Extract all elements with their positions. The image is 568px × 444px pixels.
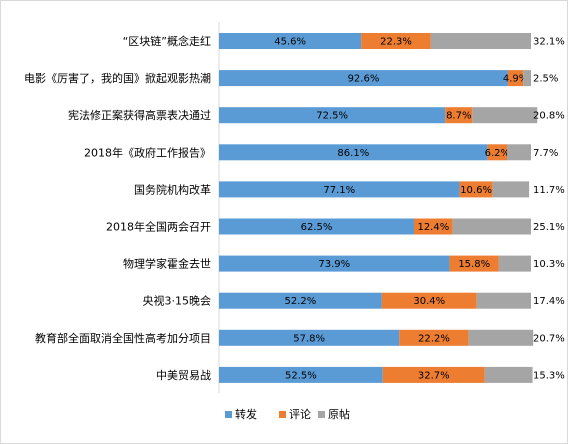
bar-segment (381, 292, 477, 309)
data-label: 2.5% (533, 74, 558, 85)
bar-segment (506, 144, 531, 161)
data-label: 20.8% (533, 111, 565, 122)
bar-segment (219, 144, 488, 161)
bar-segment (414, 218, 453, 235)
bar-segment (361, 33, 431, 49)
data-label: 4.9% (503, 74, 528, 85)
data-label: 25.1% (533, 222, 565, 233)
data-label: 52.2% (285, 296, 317, 307)
bar-segment (219, 366, 383, 383)
legend-label: 原帖 (328, 408, 350, 421)
bar-segment (484, 366, 533, 383)
data-label: 72.5% (316, 111, 348, 122)
bar-segment (219, 33, 362, 49)
bar-segment (459, 181, 493, 198)
data-label: 22.2% (418, 333, 450, 344)
legend-swatch (279, 411, 286, 418)
data-label: 15.3% (533, 370, 565, 381)
data-label: 32.7% (418, 370, 450, 381)
bar-segment (523, 70, 531, 87)
data-label: 12.4% (417, 222, 449, 233)
data-label: 77.1% (323, 185, 355, 196)
legend-swatch (225, 411, 232, 418)
bar-segment (219, 255, 450, 272)
category-label: 教育部全面取消全国性高考加分项目 (35, 331, 211, 345)
legend-label: 评论 (289, 407, 311, 421)
data-label: 17.4% (533, 296, 565, 307)
bar-segment (472, 107, 538, 124)
category-label: 宪法修正案获得高票表决通过 (68, 108, 211, 122)
category-label: 中美贸易战 (156, 369, 211, 382)
bar-segment (430, 33, 531, 49)
data-label: 7.7% (533, 148, 558, 159)
category-label: 电影《厉害了，我的国》掀起观影热潮 (24, 71, 211, 85)
bar-segment (445, 107, 473, 124)
bar-segment (219, 218, 414, 235)
data-label: 15.8% (458, 259, 490, 270)
data-label: 6.2% (485, 148, 510, 159)
data-label: 20.7% (533, 333, 565, 344)
bar-segment (492, 181, 530, 198)
bar-segment (219, 70, 508, 87)
data-label: 11.7% (533, 185, 565, 196)
data-label: 52.5% (285, 370, 317, 381)
data-label: 62.5% (301, 222, 333, 233)
data-label: 10.6% (460, 185, 492, 196)
bar-segment (219, 107, 446, 124)
data-label: 32.1% (533, 37, 565, 48)
category-label: 2018年全国两会召开 (106, 220, 211, 234)
bar-segment (219, 329, 400, 346)
data-label: 22.3% (380, 37, 412, 48)
data-label: 92.6% (348, 74, 380, 85)
category-label: “区块链”概念走红 (123, 34, 211, 48)
data-label: 57.8% (293, 333, 325, 344)
bar-segment (219, 181, 460, 198)
bar-segment (498, 255, 531, 272)
data-label: 8.7% (446, 111, 471, 122)
category-label: 国务院机构改革 (134, 182, 211, 196)
bar-segment (487, 144, 507, 161)
category-label: 物理学家霍金去世 (123, 257, 211, 271)
legend-swatch (318, 411, 325, 418)
bar-segment (219, 292, 382, 309)
data-label: 30.4% (413, 296, 445, 307)
bar-segment (449, 255, 499, 272)
category-label: 央视3·15晚会 (143, 294, 212, 308)
data-label: 45.6% (274, 37, 306, 48)
category-label: 2018年《政府工作报告》 (84, 145, 211, 159)
bar-segment (382, 366, 485, 383)
bar-segment (452, 218, 531, 235)
bar-segment (399, 329, 469, 346)
data-label: 73.9% (318, 259, 350, 270)
bar-segment (468, 329, 534, 346)
legend-label: 转发 (235, 407, 257, 421)
bar-segment (476, 292, 531, 309)
data-label: 10.3% (533, 259, 565, 270)
data-label: 86.1% (337, 148, 369, 159)
bar-segment (507, 70, 524, 87)
